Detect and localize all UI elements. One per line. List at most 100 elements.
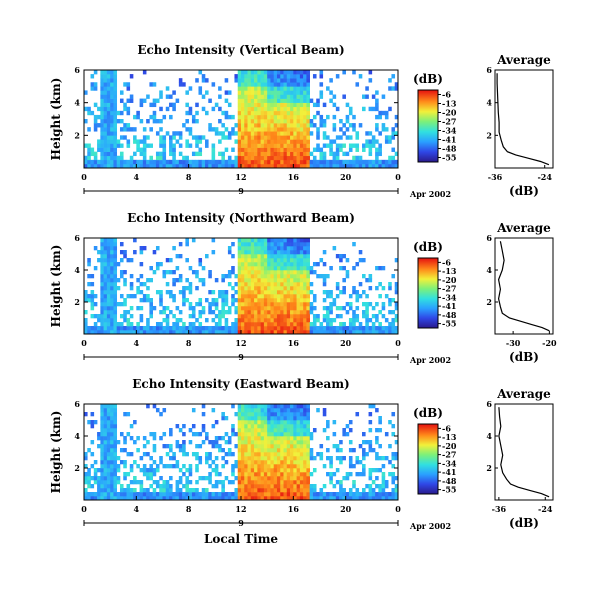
heatmap-cell [378, 163, 382, 169]
heatmap-cell [286, 274, 291, 279]
heatmap-cell [237, 318, 242, 323]
heatmap-cell [283, 420, 288, 425]
heatmap-cell [87, 492, 91, 497]
x-tick-label: 8 [186, 338, 192, 348]
heatmap-cell [273, 143, 278, 148]
heatmap-cell [299, 274, 304, 279]
heatmap-cell [250, 416, 255, 421]
heatmap-cell [116, 440, 121, 445]
heatmap-cell [368, 440, 373, 445]
heatmap-cell [195, 330, 199, 335]
heatmap-cell [260, 163, 265, 169]
heatmap-cell [316, 127, 320, 132]
heatmap-cell [106, 460, 111, 465]
heatmap-cell [155, 119, 160, 124]
heatmap-cell [231, 424, 235, 429]
heatmap-cell [273, 90, 278, 95]
heatmap-cell [126, 488, 131, 493]
heatmap-cell [152, 114, 157, 120]
heatmap-cell [93, 70, 98, 75]
heatmap-cell [260, 318, 265, 323]
heatmap-cell [286, 444, 291, 449]
heatmap-cell [247, 94, 252, 99]
heatmap-cell [146, 468, 150, 473]
heatmap-cell [273, 86, 278, 91]
heatmap-cell [129, 294, 134, 299]
heatmap-cell [283, 432, 288, 437]
heatmap-cell [329, 98, 333, 103]
heatmap-cell [198, 135, 203, 140]
heatmap-cell [87, 326, 91, 331]
heatmap-cell [103, 290, 108, 295]
heatmap-cell [296, 298, 301, 303]
heatmap-cell [106, 448, 111, 453]
heatmap-cell [276, 135, 281, 140]
heatmap-cell [329, 151, 333, 157]
heatmap-cell [391, 496, 396, 501]
heatmap-cell [254, 416, 258, 421]
heatmap-cell [110, 266, 114, 271]
heatmap-cell [244, 488, 248, 493]
heatmap-cell [234, 306, 239, 311]
heatmap-cell [126, 86, 131, 91]
heatmap-cell [93, 472, 98, 477]
heatmap-cell [335, 444, 340, 449]
x-tick-label: 20 [340, 338, 352, 348]
heatmap-cell [257, 74, 261, 79]
heatmap-cell [375, 326, 379, 331]
heatmap-cell [244, 302, 248, 307]
heatmap-cell [113, 147, 118, 152]
heatmap-cell [394, 258, 399, 263]
heatmap-cell [267, 274, 271, 279]
heatmap-cell [113, 302, 118, 307]
heatmap-cell [100, 94, 104, 99]
x-tick-label: 0 [395, 338, 401, 348]
heatmap-cell [165, 330, 170, 335]
average-title: Average [496, 53, 551, 67]
heatmap-cell [290, 98, 294, 103]
heatmap-cell [303, 298, 307, 303]
heatmap-cell [260, 460, 265, 465]
heatmap-cell [87, 163, 91, 169]
heatmap-cell [250, 452, 255, 457]
heatmap-cell [273, 98, 278, 103]
heatmap-cell [273, 270, 278, 275]
heatmap-cell [381, 464, 386, 469]
heatmap-cell [198, 330, 203, 335]
heatmap-cell [303, 412, 307, 417]
heatmap-cell [332, 318, 337, 323]
heatmap-cell [283, 448, 288, 453]
heatmap-cell [280, 310, 284, 315]
heatmap-cell [100, 110, 104, 116]
heatmap-cell [365, 318, 369, 323]
heatmap-cell [162, 155, 167, 161]
heatmap-cell [381, 266, 386, 271]
heatmap-cell [276, 452, 281, 457]
heatmap-cell [267, 246, 271, 251]
heatmap-cell [267, 110, 271, 116]
heatmap-cell [303, 82, 307, 87]
heatmap-cell [195, 492, 199, 497]
heatmap-cell [155, 326, 160, 331]
heatmap-cell [293, 238, 297, 243]
heatmap-cell [293, 460, 297, 465]
heatmap-cell [155, 330, 160, 335]
heatmap-cell [123, 127, 127, 132]
heatmap-cell [362, 143, 366, 148]
colorbar-tick-label: -41 [442, 301, 456, 311]
heatmap-cell [241, 298, 245, 303]
heatmap-cell [159, 488, 163, 493]
heatmap-cell [123, 326, 127, 331]
heatmap-cell [270, 432, 275, 437]
heatmap-cell [205, 163, 209, 169]
heatmap-cell [254, 440, 258, 445]
heatmap-cell [185, 298, 189, 303]
heatmap-cell [309, 310, 314, 315]
heatmap-cell [358, 472, 363, 477]
heatmap-cell [129, 155, 134, 161]
heatmap-cell [371, 106, 376, 112]
heatmap-cell [126, 82, 131, 87]
heatmap-cell [368, 404, 373, 409]
heatmap-cell [201, 159, 206, 165]
heatmap-cell [244, 428, 248, 433]
